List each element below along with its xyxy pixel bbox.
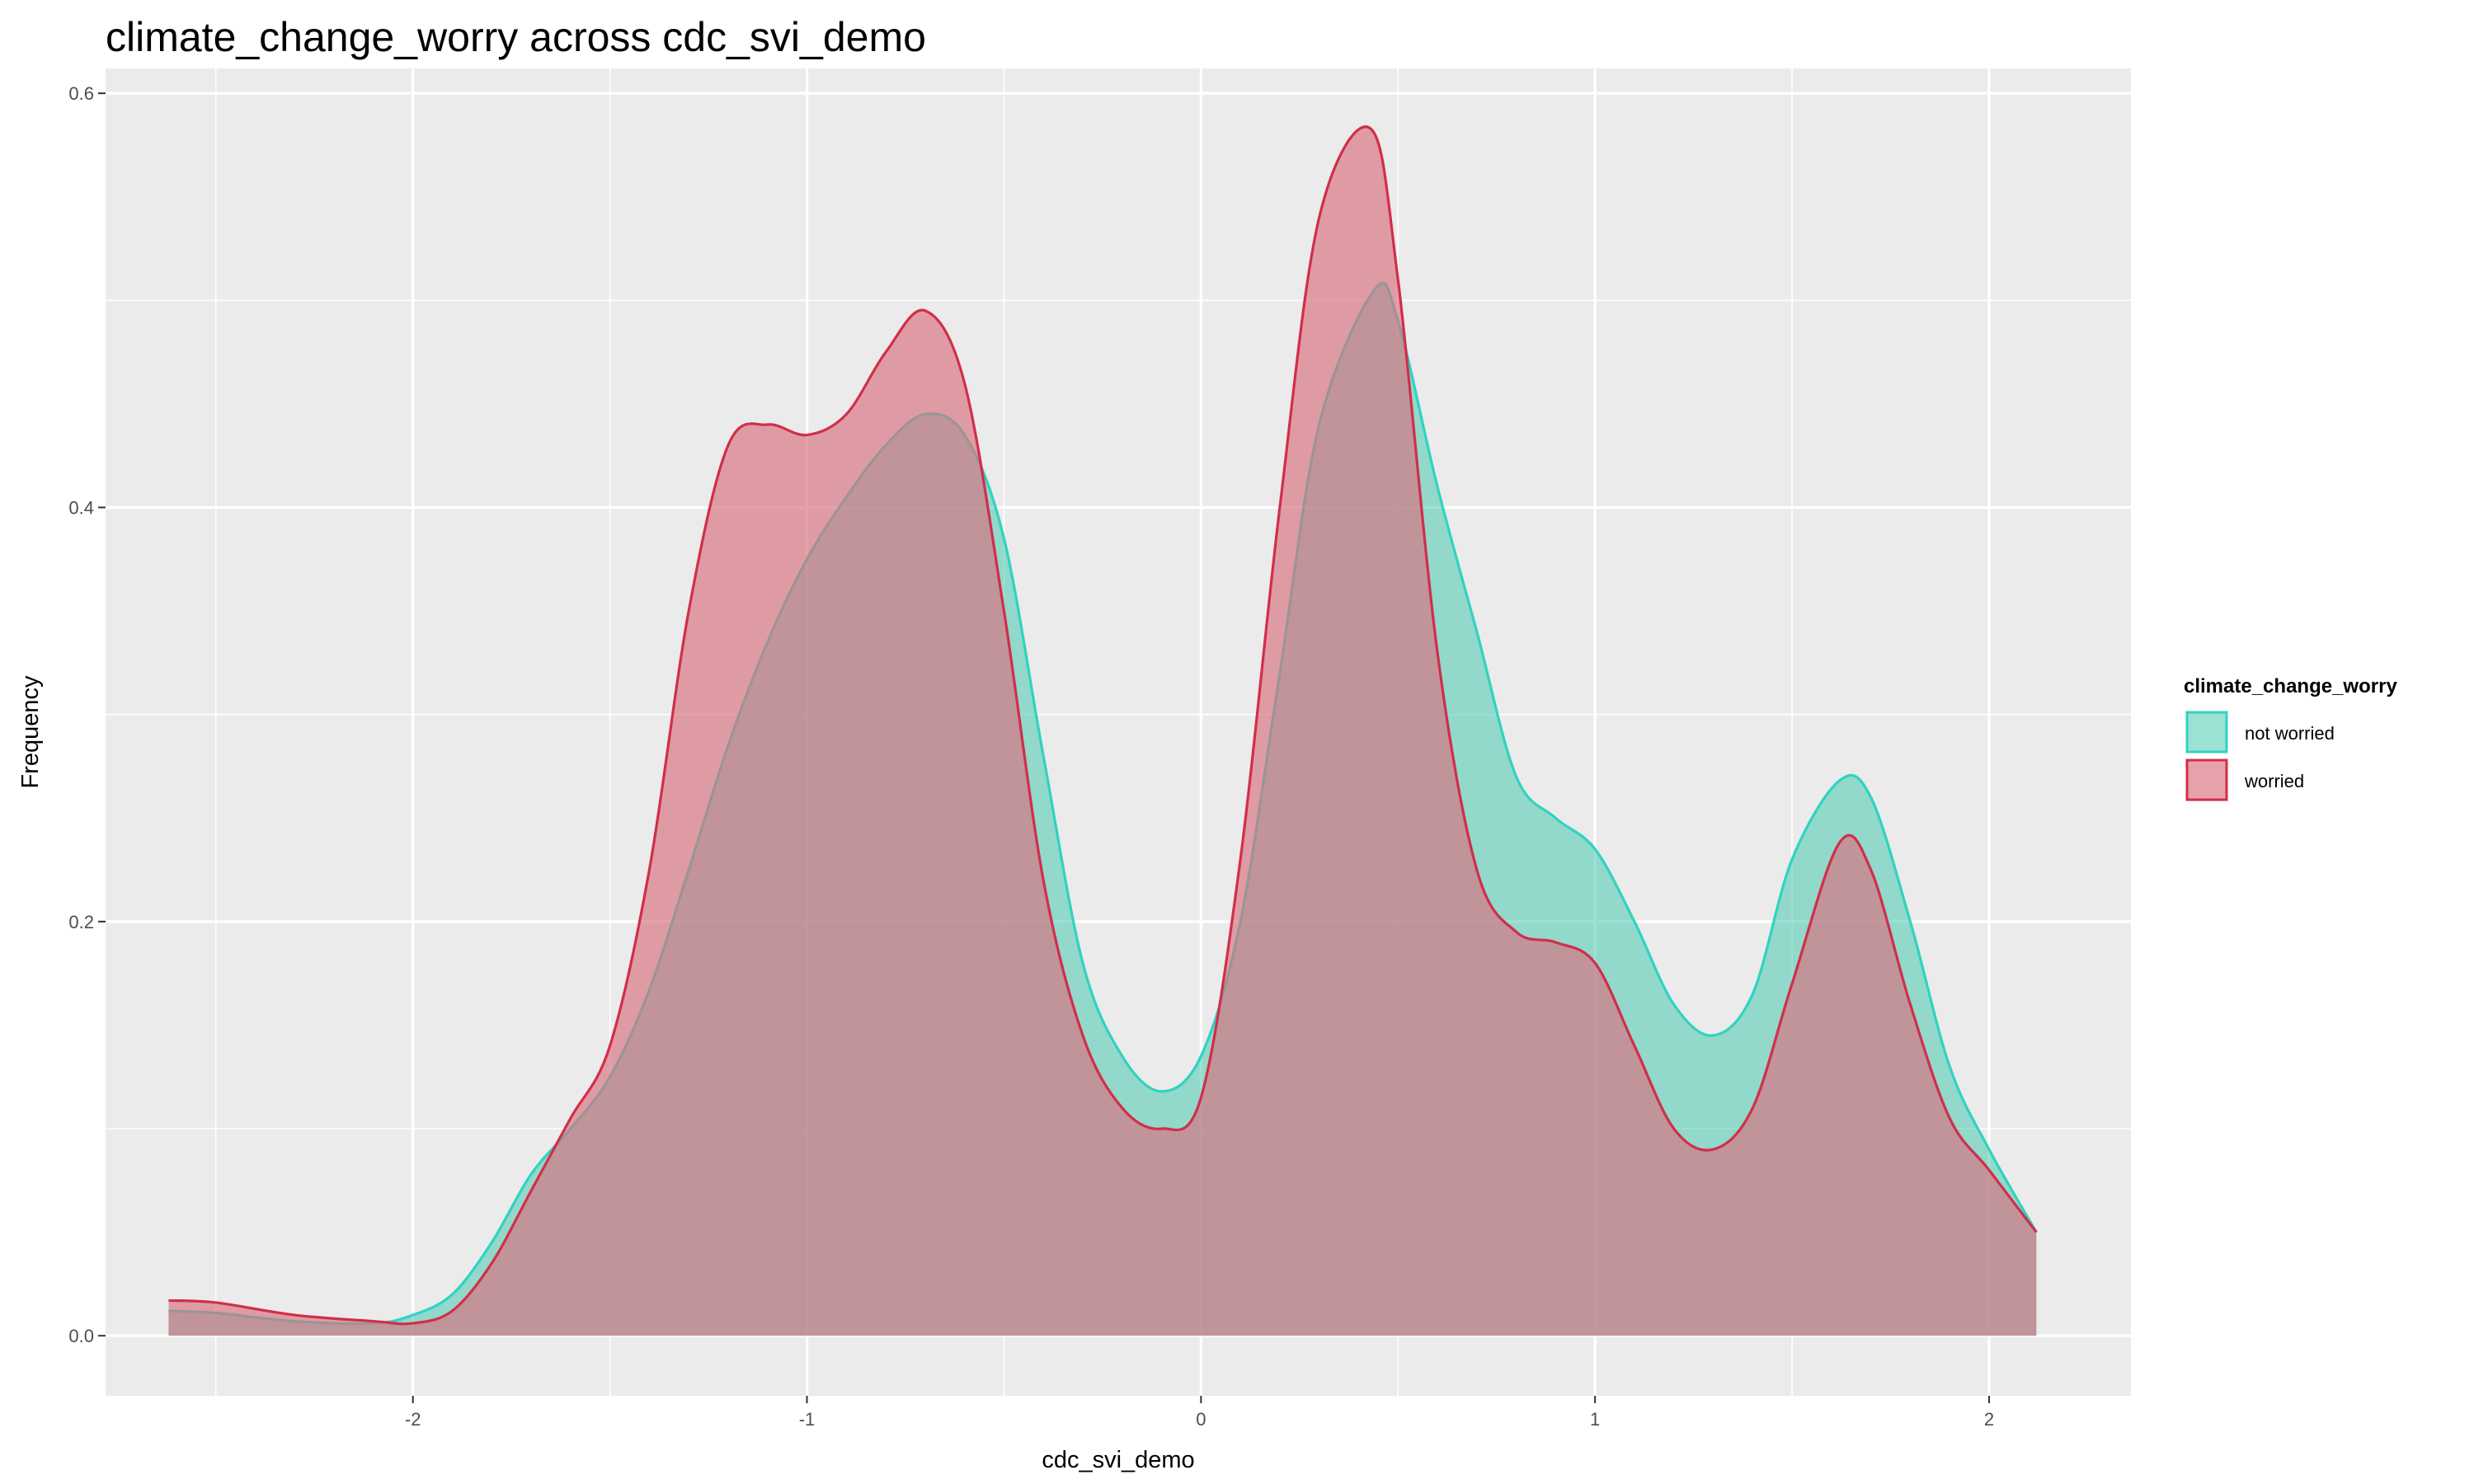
y-tick-label: 0.4 (68, 497, 94, 518)
y-axis-title: Frequency (17, 675, 44, 789)
legend-swatch-worried (2185, 758, 2228, 801)
legend-label-not-worried: not worried (2245, 723, 2335, 744)
legend-label-worried: worried (2244, 771, 2304, 791)
density-area-worried (168, 126, 2037, 1336)
legend-title: climate_change_worry (2184, 675, 2397, 697)
x-tick-label: 0 (1196, 1409, 1206, 1430)
y-axis: 0.0 0.2 0.4 0.6 (68, 83, 106, 1346)
legend: climate_change_worry not worried worried (2184, 675, 2397, 801)
y-tick-label: 0.2 (68, 912, 94, 932)
legend-swatch-not-worried (2185, 711, 2228, 754)
density-line-worried (168, 125, 2038, 1326)
chart-title: climate_change_worry across cdc_svi_demo (106, 14, 926, 60)
density-series (168, 125, 2038, 1336)
x-tick-label: 2 (1984, 1409, 1994, 1430)
x-axis-title: cdc_svi_demo (1042, 1447, 1194, 1473)
x-tick-label: -2 (405, 1409, 421, 1430)
y-tick-label: 0.6 (68, 83, 94, 104)
x-tick-label: -1 (799, 1409, 816, 1430)
y-tick-label: 0.0 (68, 1326, 94, 1346)
x-axis: -2 -1 0 1 2 (405, 1396, 1994, 1430)
x-tick-label: 1 (1590, 1409, 1600, 1430)
